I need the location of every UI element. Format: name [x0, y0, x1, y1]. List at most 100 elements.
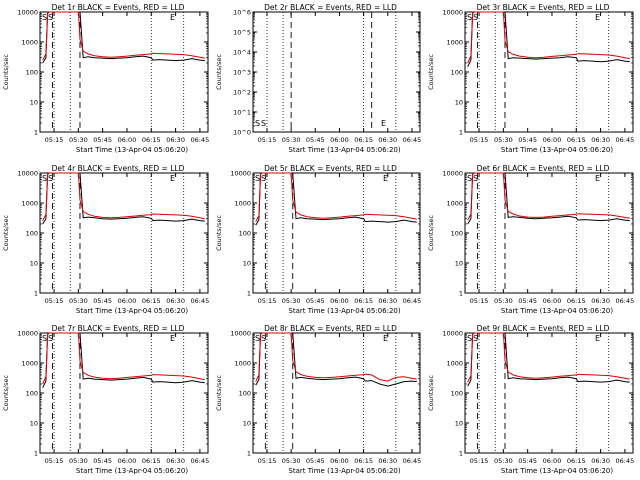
interval-marker: S [261, 334, 266, 343]
x-tick-label: 06:15 [354, 457, 373, 465]
y-tick-label: 10^5 [233, 29, 251, 37]
y-tick-label: 10000 [17, 170, 38, 178]
interval-marker: S [261, 119, 266, 128]
y-axis-label: Counts/sec [427, 54, 435, 90]
y-tick-label: 100 [451, 69, 463, 77]
y-tick-label: 1 [247, 450, 251, 458]
interval-marker: S [473, 174, 478, 183]
y-axis-label: Counts/sec [2, 215, 10, 251]
x-tick-label: 05:15 [258, 136, 277, 144]
series-lld [42, 332, 205, 385]
x-tick-label: 06:45 [403, 136, 422, 144]
x-tick-label: 06:00 [330, 297, 349, 305]
x-tick-label: 06:15 [142, 297, 161, 305]
x-tick-label: 05:30 [69, 457, 88, 465]
plot-frame [464, 332, 634, 454]
y-tick-label: 1000 [446, 200, 463, 208]
series-events [42, 11, 205, 64]
y-tick-label: 1000 [446, 360, 463, 368]
x-axis-label: Start Time (13-Apr-04 05:06:20) [288, 307, 400, 315]
x-tick-label: 05:15 [45, 457, 64, 465]
x-tick-label: 05:45 [306, 136, 325, 144]
interval-marker: E [595, 174, 600, 183]
y-tick-label: 100 [451, 390, 463, 398]
y-tick-label: 100 [239, 230, 251, 238]
interval-marker: S [467, 13, 472, 22]
x-tick-label: 06:15 [567, 136, 586, 144]
interval-marker: S [48, 13, 53, 22]
x-tick-label: 05:30 [282, 136, 301, 144]
series-lld [42, 11, 205, 61]
y-tick-label: 10 [243, 420, 251, 428]
y-tick-label: 10 [455, 99, 463, 107]
x-axis-label: Start Time (13-Apr-04 05:06:20) [76, 467, 188, 475]
plot-frame [464, 11, 634, 133]
interval-marker: S [473, 13, 478, 22]
x-tick-label: 06:30 [166, 457, 185, 465]
interval-marker: E [383, 334, 388, 343]
y-tick-label: 1 [247, 290, 251, 298]
x-axis-label: Start Time (13-Apr-04 05:06:20) [501, 467, 613, 475]
series-events [42, 332, 205, 388]
x-tick-label: 06:15 [142, 136, 161, 144]
x-tick-label: 06:30 [166, 297, 185, 305]
x-tick-label: 06:00 [118, 297, 137, 305]
interval-marker: S [48, 174, 53, 183]
panel-title: Det 8r BLACK = Events, RED = LLD [264, 324, 397, 333]
y-tick-label: 10^2 [233, 89, 251, 97]
series-events [467, 11, 630, 67]
y-tick-label: 10^1 [233, 109, 251, 117]
y-tick-label: 1000 [21, 200, 38, 208]
interval-marker: E [170, 334, 175, 343]
x-tick-label: 05:30 [494, 297, 513, 305]
x-tick-label: 05:45 [306, 297, 325, 305]
x-tick-label: 06:30 [378, 136, 397, 144]
y-tick-label: 10 [30, 420, 38, 428]
panel-title: Det 6r BLACK = Events, RED = LLD [477, 164, 610, 173]
plot-frame [252, 11, 421, 133]
x-tick-label: 06:15 [354, 297, 373, 305]
y-tick-label: 1000 [21, 360, 38, 368]
y-tick-label: 100 [26, 390, 38, 398]
y-tick-label: 10 [455, 260, 463, 268]
interval-marker: E [381, 119, 386, 128]
interval-marker: E [595, 334, 600, 343]
x-tick-label: 06:15 [567, 457, 586, 465]
plot-frame [39, 172, 209, 294]
x-axis-label: Start Time (13-Apr-04 05:06:20) [76, 307, 188, 315]
series-lld [255, 172, 417, 222]
x-tick-label: 05:15 [470, 297, 489, 305]
series-events [467, 332, 630, 387]
detector-panel-8: Det 8r BLACK = Events, RED = LLD Counts/s… [215, 324, 421, 475]
x-tick-label: 05:15 [258, 457, 277, 465]
series-lld [255, 332, 417, 382]
interval-marker: S [42, 174, 47, 183]
y-tick-label: 10 [455, 420, 463, 428]
interval-marker: S [255, 174, 260, 183]
series-lld [42, 172, 205, 221]
y-tick-label: 1 [459, 129, 463, 137]
y-axis-label: Counts/sec [2, 54, 10, 90]
x-tick-label: 06:45 [191, 136, 210, 144]
plot-frame [39, 11, 209, 133]
interval-marker: S [261, 174, 266, 183]
y-tick-label: 10000 [442, 9, 463, 17]
y-tick-label: 10000 [230, 330, 251, 338]
panel-title: Det 7r BLACK = Events, RED = LLD [52, 324, 185, 333]
detector-panel-3: Det 3r BLACK = Events, RED = LLD Counts/s… [427, 3, 634, 154]
x-tick-label: 06:45 [191, 297, 210, 305]
interval-marker: S [467, 174, 472, 183]
interval-marker: E [170, 13, 175, 22]
x-tick-label: 05:45 [306, 457, 325, 465]
x-tick-label: 06:45 [616, 297, 635, 305]
x-tick-label: 06:45 [616, 457, 635, 465]
x-tick-label: 06:30 [591, 297, 610, 305]
panel-title: Det 4r BLACK = Events, RED = LLD [52, 164, 185, 173]
panel-title: Det 5r BLACK = Events, RED = LLD [264, 164, 397, 173]
detector-panel-5: Det 5r BLACK = Events, RED = LLD Counts/s… [215, 164, 421, 315]
series-lld [467, 172, 630, 221]
y-tick-label: 1000 [21, 39, 38, 47]
x-tick-label: 05:45 [518, 457, 537, 465]
panel-title: Det 9r BLACK = Events, RED = LLD [477, 324, 610, 333]
panel-title: Det 3r BLACK = Events, RED = LLD [477, 3, 610, 12]
